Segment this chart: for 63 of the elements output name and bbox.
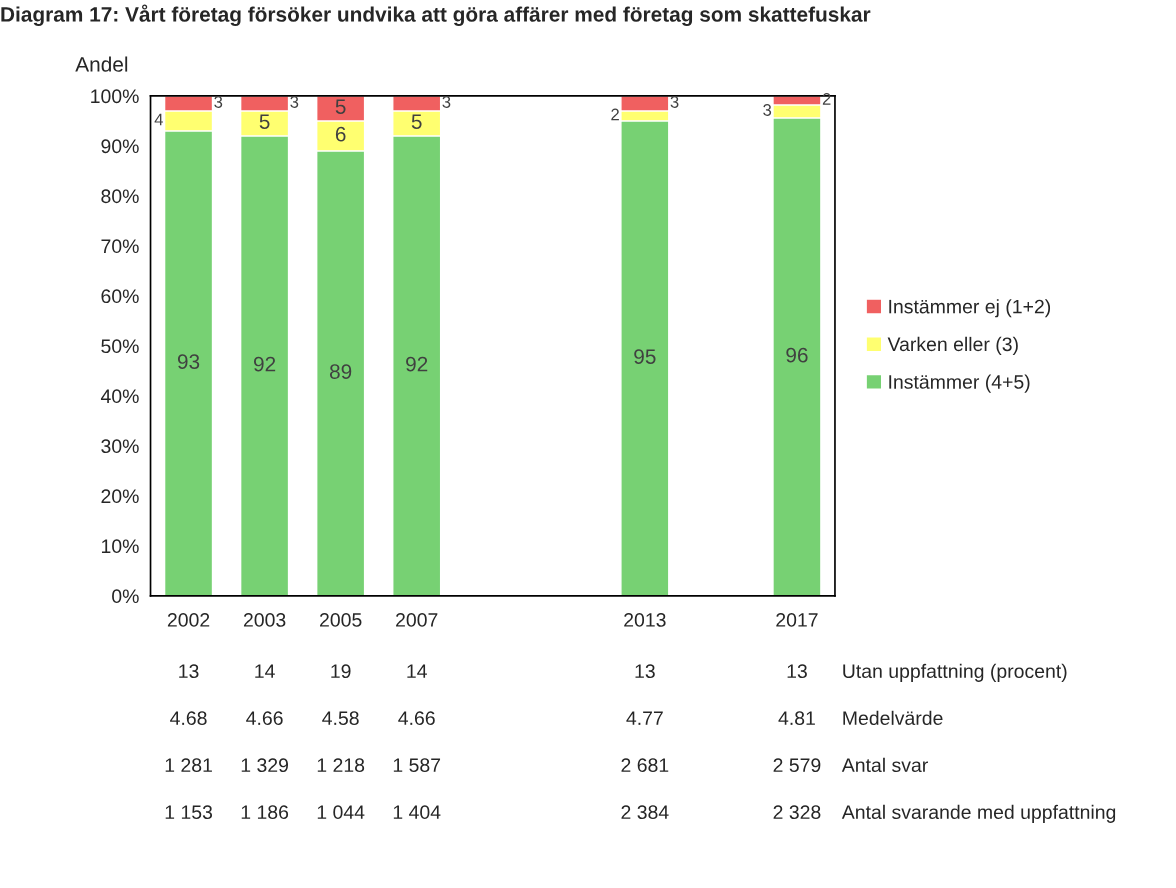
text: 1 153 <box>165 805 213 820</box>
legend-label: Instämmer ej (1+2) <box>889 299 1051 318</box>
text: 2 681 <box>621 758 669 773</box>
data-label: 96 <box>786 347 808 363</box>
x-tick-label: 2002 <box>167 613 210 627</box>
data-label: 5 <box>335 99 346 114</box>
y-tick-label: 0% <box>112 589 139 604</box>
text: 4.66 <box>246 711 283 726</box>
text: 4.68 <box>170 711 207 726</box>
legend-label: Instämmer (4+5) <box>889 374 1030 393</box>
y-tick-label: 60% <box>101 289 139 304</box>
text: 14 <box>255 664 275 678</box>
y-tick-label: 40% <box>100 389 139 404</box>
data-label: 3 <box>763 104 772 116</box>
data-label: 5 <box>259 114 270 129</box>
y-axis-title: Andel <box>75 56 128 72</box>
text: 2 579 <box>773 758 821 773</box>
y-tick-label: 70% <box>101 239 139 254</box>
x-tick-label: 2007 <box>396 613 438 627</box>
data-label: 92 <box>253 356 276 372</box>
text: Utan uppfattning (procent) <box>843 663 1067 682</box>
data-label: 89 <box>329 364 352 379</box>
y-tick-label: 10% <box>101 539 139 554</box>
text: 4.58 <box>322 711 359 726</box>
text: 1 044 <box>317 805 365 820</box>
data-label: 6 <box>335 126 346 142</box>
x-tick-label: 2003 <box>243 613 286 627</box>
text: 1 587 <box>393 758 441 773</box>
y-tick-label: 30% <box>101 439 139 454</box>
data-label: 2 <box>611 108 619 121</box>
text: 4.81 <box>778 711 815 726</box>
text: 13 <box>635 664 655 679</box>
x-tick-label: 2013 <box>624 613 666 627</box>
text: 1 218 <box>317 758 365 773</box>
x-tick-label: 2005 <box>320 613 362 627</box>
y-tick-label: 50% <box>101 339 139 354</box>
text: Antal svar <box>841 757 928 773</box>
data-label: 93 <box>177 354 200 369</box>
text: 1 404 <box>393 805 441 820</box>
y-tick-label: 100% <box>91 89 139 104</box>
text: 19 <box>331 664 351 679</box>
text: 4.77 <box>626 711 663 725</box>
y-tick-label: 80% <box>101 189 139 204</box>
data-label: 95 <box>634 349 656 364</box>
data-label: 92 <box>406 356 428 372</box>
y-tick-label: 20% <box>101 489 139 504</box>
text: 4.66 <box>398 711 435 726</box>
text: 1 329 <box>241 758 289 773</box>
text: 1 281 <box>165 758 212 773</box>
legend-label: Varken eller (3) <box>887 336 1018 355</box>
text: Medelvärde <box>843 710 943 726</box>
text: 2 384 <box>621 805 669 820</box>
text: 13 <box>787 664 807 679</box>
text: 2 328 <box>773 805 821 820</box>
x-tick-label: 2017 <box>776 613 818 627</box>
text: Antal svarande med uppfattning <box>841 804 1116 823</box>
text: 14 <box>407 664 427 678</box>
text: 1 186 <box>241 805 289 820</box>
y-tick-label: 90% <box>101 139 139 154</box>
data-label: 4 <box>154 113 163 126</box>
data-label: 5 <box>411 114 422 129</box>
text: 13 <box>179 664 199 679</box>
chart-title: Diagram 17: Vårt företag försöker undvika att göra affärer med företag som skattefuskar <box>1 4 871 26</box>
